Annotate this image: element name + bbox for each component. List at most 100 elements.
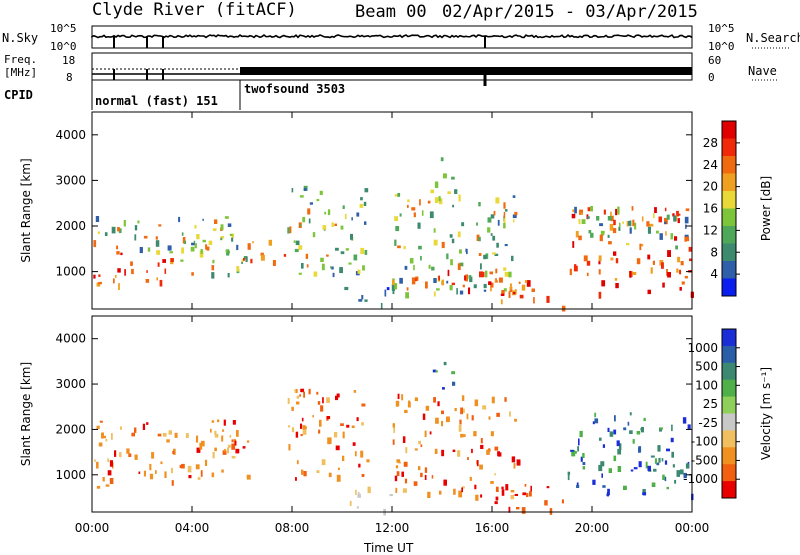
velocity-cell xyxy=(217,419,220,423)
x-tick-label-3: 12:00 xyxy=(375,521,410,535)
date-range: 02/Apr/2015 - 03/Apr/2015 xyxy=(442,2,698,22)
velocity-cell xyxy=(643,417,646,422)
power-cell xyxy=(649,223,654,227)
velocity-cell xyxy=(602,485,606,488)
x-tick-label-0: 00:00 xyxy=(75,521,110,535)
velocity-cell xyxy=(661,458,664,462)
power-cell xyxy=(413,264,415,271)
power-cell xyxy=(490,282,494,288)
power-cell xyxy=(305,253,309,259)
power-cell xyxy=(490,214,495,219)
nsearch-tick-high: 10^5 xyxy=(708,22,735,35)
power-cell xyxy=(162,259,166,263)
power-cell xyxy=(96,282,101,287)
power-cell xyxy=(673,215,677,222)
power-cell xyxy=(485,253,489,259)
velocity-cells xyxy=(94,361,694,516)
velocity-cell xyxy=(442,387,445,390)
power-cell xyxy=(468,275,472,279)
velocity-cell xyxy=(683,472,687,479)
velocity-cell xyxy=(300,388,304,393)
power-cell xyxy=(458,194,461,202)
velocity-cell xyxy=(446,416,450,423)
power-cell xyxy=(420,256,422,261)
velocity-cell xyxy=(303,471,307,477)
velocity-cell xyxy=(340,423,344,426)
power-cell xyxy=(380,303,383,309)
power-cell xyxy=(574,206,577,214)
power-cell xyxy=(664,217,668,225)
velocity-cell xyxy=(105,438,108,442)
power-cell xyxy=(503,218,506,225)
power-cell xyxy=(494,279,497,282)
velocity-cell xyxy=(295,477,297,481)
power-cell xyxy=(433,278,437,283)
freq-unit-label: [MHz] xyxy=(4,66,38,79)
velocity-cell xyxy=(439,490,442,495)
power-cell xyxy=(636,258,641,265)
velocity-cell xyxy=(335,395,339,401)
power-cell xyxy=(321,263,325,271)
power-cell xyxy=(497,219,500,226)
power-cell xyxy=(245,256,248,262)
velocity-cell xyxy=(174,432,178,438)
velocity-cell xyxy=(467,457,469,460)
power-cell xyxy=(226,249,230,256)
power-cell xyxy=(618,226,621,231)
cpid-mode-normal: normal (fast) 151 xyxy=(95,94,218,108)
power-cell xyxy=(394,239,397,246)
velocity-cell xyxy=(452,381,456,386)
velocity-cell xyxy=(617,466,622,472)
power-cell xyxy=(447,191,451,194)
velocity-cell xyxy=(326,416,331,420)
power-cell xyxy=(348,262,352,265)
power-cell xyxy=(487,227,491,233)
power-cell xyxy=(182,237,186,244)
power-cell xyxy=(485,270,488,278)
power-cell xyxy=(676,268,679,273)
velocity-cell xyxy=(574,451,577,454)
power-cell xyxy=(394,194,399,197)
power-cell xyxy=(363,201,367,206)
power-cell xyxy=(461,222,465,227)
power-cell xyxy=(601,280,606,287)
velocity-cell xyxy=(479,464,483,470)
power-cell xyxy=(430,189,435,194)
velocity-cell xyxy=(461,487,463,493)
power-cell xyxy=(340,251,345,255)
power-cell xyxy=(159,279,163,287)
power-colorbar-seg-6 xyxy=(722,226,736,244)
power-cell xyxy=(331,222,334,227)
power-cell xyxy=(243,256,247,260)
power-cell xyxy=(685,236,690,242)
power-cell xyxy=(674,236,678,241)
velocity-cell xyxy=(358,463,361,468)
velocity-cell xyxy=(223,419,226,426)
velocity-cell xyxy=(351,425,355,428)
velocity-cell xyxy=(211,420,215,423)
velocity-cell xyxy=(643,492,647,496)
power-cell xyxy=(629,227,632,234)
power-cell xyxy=(665,231,667,236)
power-cell xyxy=(666,214,670,220)
power-cell xyxy=(680,261,684,266)
power-cell xyxy=(608,241,612,245)
power-cell xyxy=(654,207,657,213)
velocity-cell xyxy=(662,474,665,480)
power-cell xyxy=(124,269,126,276)
nsearch-tick-low: 10^0 xyxy=(708,40,735,53)
velocity-cell xyxy=(366,459,370,463)
power-cell xyxy=(658,216,662,223)
power-cell xyxy=(626,221,629,227)
velocity-cell xyxy=(508,506,511,513)
power-cell xyxy=(503,212,506,219)
power-cell xyxy=(488,281,492,285)
power-cell xyxy=(158,224,162,227)
velocity-cell xyxy=(103,435,106,439)
power-cell xyxy=(622,221,624,224)
power-cell xyxy=(164,268,167,274)
power-cell xyxy=(465,248,467,253)
power-cell xyxy=(211,265,215,271)
velocity-cell xyxy=(107,470,112,476)
velocity-cell xyxy=(185,433,189,438)
